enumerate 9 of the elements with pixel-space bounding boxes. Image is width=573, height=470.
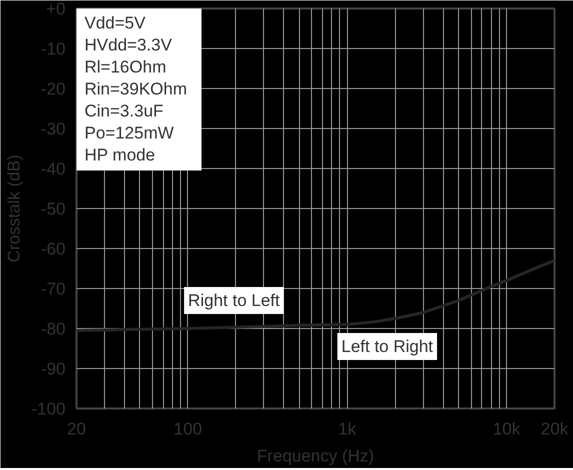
annotation: Vdd=5V	[84, 14, 146, 32]
annotation: Left to Right	[341, 337, 434, 356]
annotation: Po=125mW	[84, 124, 174, 142]
annotation: Rl=16Ohm	[84, 58, 166, 76]
annotation: Cin=3.3uF	[84, 102, 164, 120]
annotation: HVdd=3.3V	[84, 36, 173, 54]
annotation: Right to Left	[188, 291, 280, 310]
annotation: HP mode	[84, 146, 156, 164]
annotation: Rin=39KOhm	[84, 80, 188, 98]
